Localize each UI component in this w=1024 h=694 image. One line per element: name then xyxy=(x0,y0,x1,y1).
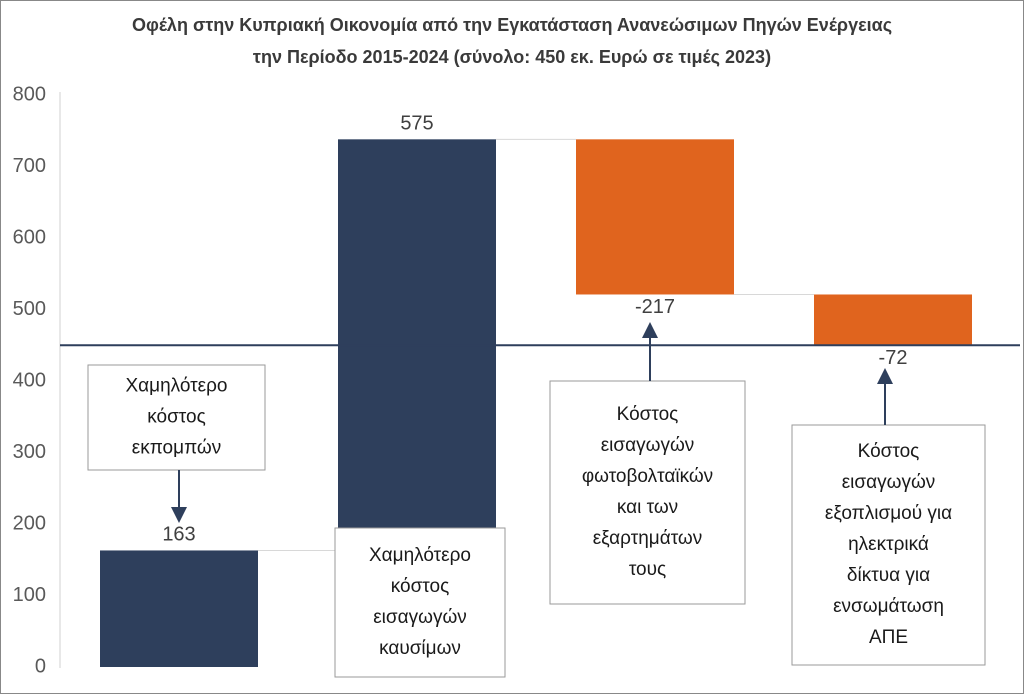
annotation-box xyxy=(549,380,746,605)
annotation-text: και των xyxy=(617,497,678,518)
annotation-text: εξαρτημάτων xyxy=(593,528,703,549)
annotation-text: εισαγωγών xyxy=(373,607,467,628)
chart-title: Οφέλη στην Κυπριακή Οικονομία από την Εγ… xyxy=(132,15,892,35)
y-tick-label: 800 xyxy=(13,83,46,105)
y-tick-label: 600 xyxy=(13,226,46,248)
annotation-text: Χαμηλότερο xyxy=(125,376,227,397)
y-tick-label: 500 xyxy=(13,298,46,320)
annotation-text: Κόστος xyxy=(617,404,679,425)
y-tick-label: 100 xyxy=(13,584,46,606)
annotation-box xyxy=(791,424,986,666)
annotation-text: Χαμηλότερο xyxy=(369,545,471,566)
y-tick-label: 400 xyxy=(13,369,46,391)
annotation-text: ενσωμάτωση xyxy=(833,596,944,617)
annotation-box xyxy=(334,527,506,678)
bar xyxy=(100,550,258,667)
y-tick-label: 700 xyxy=(13,155,46,177)
y-tick-label: 0 xyxy=(35,655,46,677)
annotation-text: τους xyxy=(629,559,666,580)
annotation-text: εξοπλισμού για xyxy=(825,503,952,524)
annotation-text: ηλεκτρικά xyxy=(848,534,929,555)
annotation-text: εισαγωγών xyxy=(842,472,936,493)
annotation-text: κόστος xyxy=(147,407,206,428)
bar xyxy=(576,139,734,295)
y-tick-label: 300 xyxy=(13,441,46,463)
value-label: -72 xyxy=(879,347,908,369)
annotation-box xyxy=(87,364,266,471)
annotation-text: φωτοβολταϊκών xyxy=(582,466,713,487)
annotation-text: δίκτυα για xyxy=(847,565,930,586)
annotation-text: ΑΠΕ xyxy=(869,627,908,648)
value-label: 575 xyxy=(400,113,433,135)
annotation-text: καυσίμων xyxy=(379,638,461,659)
annotation-text: εισαγωγών xyxy=(601,435,695,456)
value-label: -217 xyxy=(635,296,675,318)
y-tick-label: 200 xyxy=(13,512,46,534)
annotation-text: κόστος xyxy=(391,576,450,597)
annotation-text: εκπομπών xyxy=(132,438,222,459)
chart-title: την Περίοδο 2015-2024 (σύνολο: 450 εκ. Ε… xyxy=(253,47,771,67)
value-label: 163 xyxy=(162,524,195,546)
bar xyxy=(814,294,972,346)
annotation-text: Κόστος xyxy=(858,441,920,462)
